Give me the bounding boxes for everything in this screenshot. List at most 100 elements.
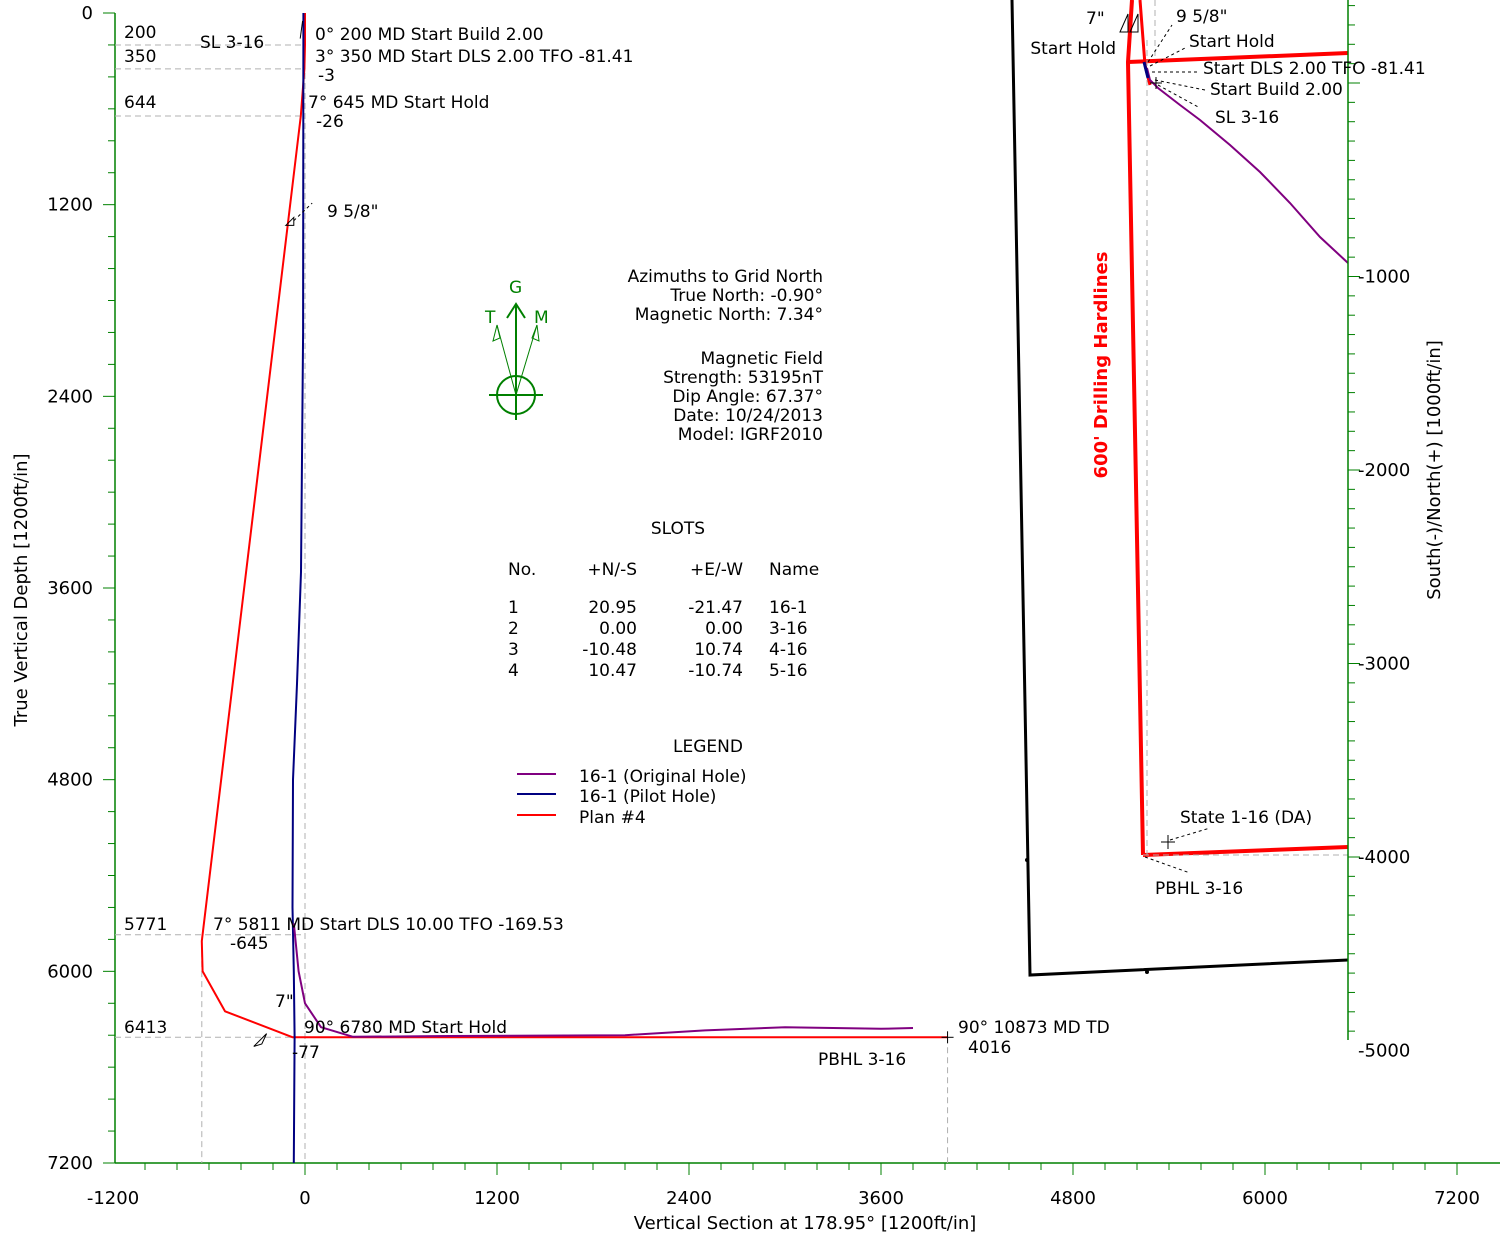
annotation-leader (1147, 24, 1173, 63)
section-annotation: -3 (318, 66, 335, 86)
slots-cell: 4-16 (769, 640, 808, 660)
plan-y-tick-label: -1000 (1358, 267, 1410, 288)
annotation-leader (299, 20, 304, 39)
slots-cell: 0.00 (705, 619, 743, 639)
slots-cell: 20.95 (588, 598, 637, 618)
y-tick-label: 1200 (47, 195, 93, 216)
true-north-arrowhead (492, 324, 501, 342)
dip-angle-text: Dip Angle: 67.37° (672, 387, 823, 407)
plan-y-tick-label: -4000 (1358, 847, 1410, 868)
plan-annotation: SL 3-16 (1215, 108, 1279, 128)
grid-north-arrowhead (506, 302, 526, 319)
true-north-text: True North: -0.90° (669, 286, 823, 306)
x-tick-label: 4800 (1050, 1188, 1096, 1209)
slots-cell: 5-16 (769, 661, 808, 681)
slots-cell: 3-16 (769, 619, 808, 639)
slots-cell: 10.74 (694, 640, 743, 660)
slots-cell: 16-1 (769, 598, 808, 618)
plan-y-tick-label: -2000 (1358, 460, 1410, 481)
slots-header-ew: +E/-W (690, 560, 743, 580)
section-annotation: 7" (275, 992, 294, 1012)
legend-label-original-hole: 16-1 (Original Hole) (579, 767, 747, 787)
annotation-leader (1169, 827, 1211, 841)
y-tick-label: 7200 (47, 1153, 93, 1174)
plan-annotation: Start Hold (1189, 32, 1275, 52)
hardline-north (1127, 51, 1349, 64)
section-annotation: 9 5/8" (327, 202, 378, 222)
north-reference: Azimuths to Grid North True North: -0.90… (628, 267, 824, 445)
x-axis-title: Vertical Section at 178.95° [1200ft/in] (634, 1213, 977, 1234)
field-strength-text: Strength: 53195nT (663, 368, 824, 388)
x-tick-label: -1200 (87, 1188, 139, 1209)
slots-cell: 10.47 (588, 661, 637, 681)
original-hole-trajectory (292, 923, 914, 1038)
slots-header-name: Name (769, 560, 819, 580)
plan-annotation: Start Build 2.00 (1210, 80, 1343, 100)
slots-cell: 1 (508, 598, 519, 618)
hardline-west (1125, 0, 1145, 856)
magnetic-field-heading: Magnetic Field (701, 349, 824, 369)
plan-view-original-hole (1146, 67, 1349, 264)
magnetic-north-text: Magnetic North: 7.34° (635, 305, 823, 325)
x-tick-label: 6000 (1242, 1188, 1288, 1209)
hardline-south (1142, 845, 1349, 857)
section-annotation: 90° 10873 MD TD (958, 1018, 1110, 1038)
plan-annotation: Start Hold (1030, 39, 1116, 59)
plan-annotation: PBHL 3-16 (1155, 879, 1243, 899)
plan-annotation: State 1-16 (DA) (1180, 808, 1312, 828)
x-tick-label: 1200 (474, 1188, 520, 1209)
x-tick-label: 2400 (666, 1188, 712, 1209)
field-model-text: Model: IGRF2010 (678, 425, 823, 445)
plan-view-chart: -1000 -2000 -3000 -4000 -5000 South(-)/North(… (1010, 0, 1445, 1062)
md-depth-label: 200 (124, 23, 156, 43)
slots-cell: 4 (508, 661, 519, 681)
slots-table: SLOTS No. +N/-S +E/-W Name 1 20.95 -21.4… (508, 519, 819, 681)
section-annotation: 3° 350 MD Start DLS 2.00 TFO -81.41 (315, 47, 633, 67)
compass-magnetic-label: M (534, 308, 549, 328)
lease-boundary (1010, 0, 1349, 977)
plan-annotation: 9 5/8" (1176, 7, 1227, 27)
section-annotation: 0° 200 MD Start Build 2.00 (315, 25, 544, 45)
casing-marker-9-5-8 (1129, 13, 1139, 33)
slots-cell: -21.47 (688, 598, 743, 618)
plan-4-trajectory (200, 13, 948, 1039)
section-annotation: 7° 645 MD Start Hold (308, 93, 489, 113)
annotation-leader (1144, 856, 1191, 874)
section-annotation: 90° 6780 MD Start Hold (304, 1018, 507, 1038)
section-annotation: -26 (316, 112, 344, 132)
field-date-text: Date: 10/24/2013 (673, 406, 823, 426)
x-tick-label: 7200 (1434, 1188, 1480, 1209)
section-annotation: SL 3-16 (200, 33, 264, 53)
magnetic-north-arrowhead (531, 324, 540, 342)
section-annotation: 4016 (968, 1038, 1011, 1058)
north-compass: G T M (484, 278, 549, 420)
casing-marker-7 (253, 1033, 268, 1047)
hardline-label: 600' Drilling Hardlines (1091, 252, 1112, 479)
plan-view-pilot-hole (1142, 61, 1150, 79)
section-annotation: -77 (292, 1043, 320, 1063)
annotation-leader (1154, 79, 1206, 91)
y-tick-label: 0 (82, 3, 93, 24)
slots-title: SLOTS (651, 519, 705, 539)
legend-label-plan: Plan #4 (579, 808, 646, 828)
legend-title: LEGEND (673, 737, 743, 757)
y-tick-label: 6000 (47, 961, 93, 982)
y-tick-label: 4800 (47, 770, 93, 791)
slots-cell: 0.00 (599, 619, 637, 639)
md-depth-label: 644 (124, 93, 156, 113)
boundary-point (1025, 858, 1029, 862)
md-depth-label: 350 (124, 47, 156, 67)
compass-true-label: T (484, 308, 496, 328)
slots-cell: -10.48 (582, 640, 637, 660)
slots-header-ns: +N/-S (587, 560, 637, 580)
section-annotation: PBHL 3-16 (818, 1050, 906, 1070)
slots-cell: -10.74 (688, 661, 743, 681)
y-axis-title: True Vertical Depth [1200ft/in] (11, 453, 32, 727)
y-tick-label: 3600 (47, 578, 93, 599)
annotation-leader (1157, 84, 1201, 109)
casing-marker-7 (1119, 13, 1129, 33)
compass-grid-label: G (509, 278, 522, 298)
plan-y-tick-label: -3000 (1358, 654, 1410, 675)
